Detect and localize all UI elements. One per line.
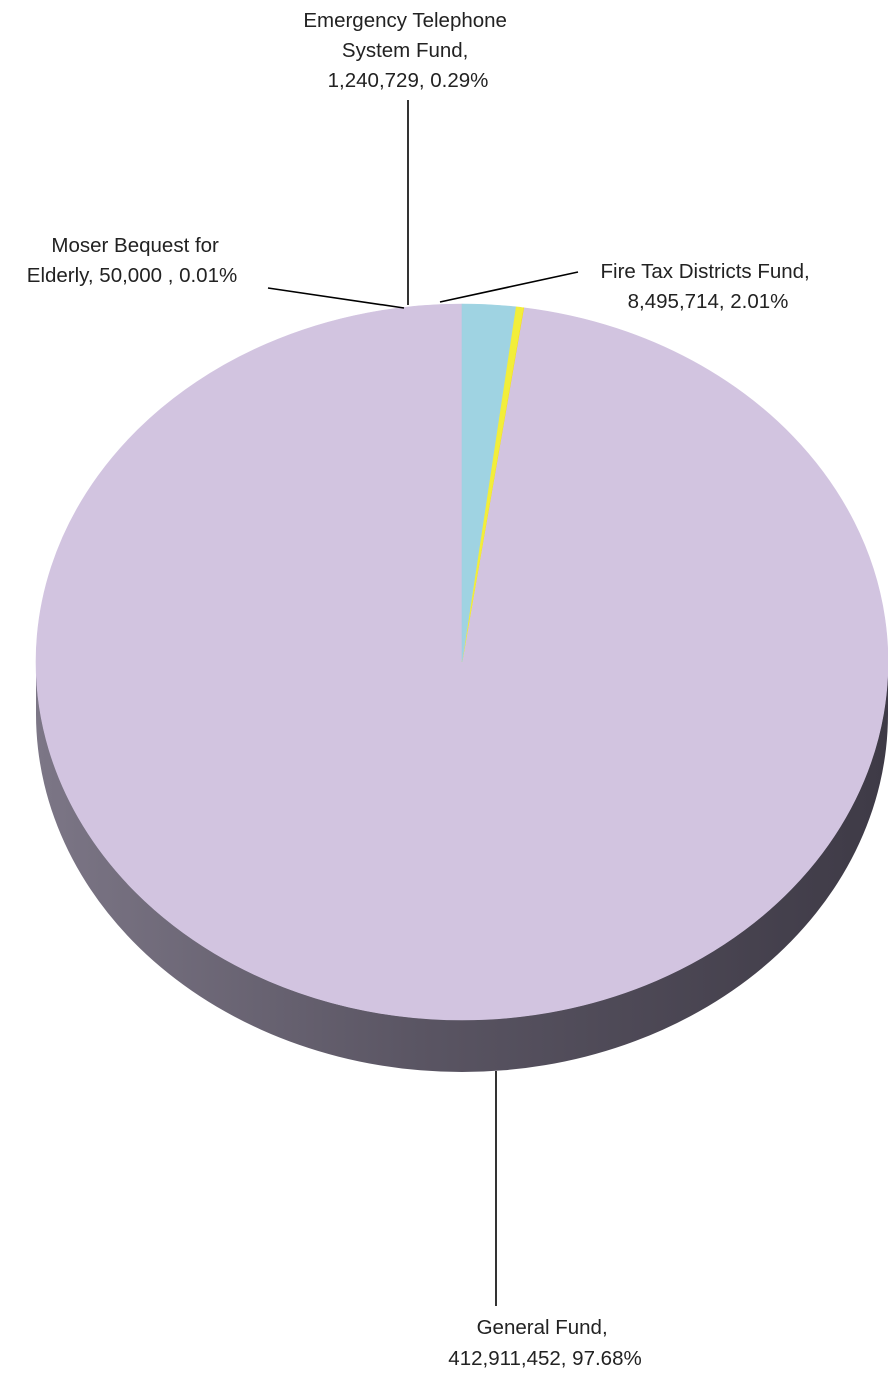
data-label-fire-tax-line-2: 8,495,714, 2.01% [628, 290, 789, 313]
data-label-fire-tax-line-1: Fire Tax Districts Fund, [601, 260, 810, 283]
data-label-fire-tax: Fire Tax Districts Fund, 8,495,714, 2.01… [601, 260, 816, 313]
data-label-general: General Fund, 412,911,452, 97.68% [448, 1316, 641, 1370]
data-label-moser-line-1: Moser Bequest for [51, 234, 219, 257]
data-label-emergency-line-3: 1,240,729, 0.29% [328, 69, 489, 92]
data-labels: Emergency Telephone System Fund, 1,240,7… [27, 9, 816, 1370]
data-label-emergency: Emergency Telephone System Fund, 1,240,7… [303, 9, 512, 92]
pie-slice-fire-tax-districts-fund [461, 303, 516, 663]
leader-line-fire-tax [439, 271, 579, 303]
leader-lines [267, 100, 579, 1306]
leader-line-moser [267, 287, 405, 309]
data-label-moser-line-2: Elderly, 50,000 , 0.01% [27, 264, 237, 287]
pie-slices [35, 303, 888, 1021]
data-label-moser: Moser Bequest for Elderly, 50,000 , 0.01… [27, 234, 237, 287]
data-label-emergency-line-1: Emergency Telephone [303, 9, 507, 32]
data-label-general-line-1: General Fund, [477, 1316, 608, 1339]
data-label-emergency-line-2: System Fund, [342, 39, 468, 62]
data-label-general-line-2: 412,911,452, 97.68% [448, 1347, 641, 1370]
